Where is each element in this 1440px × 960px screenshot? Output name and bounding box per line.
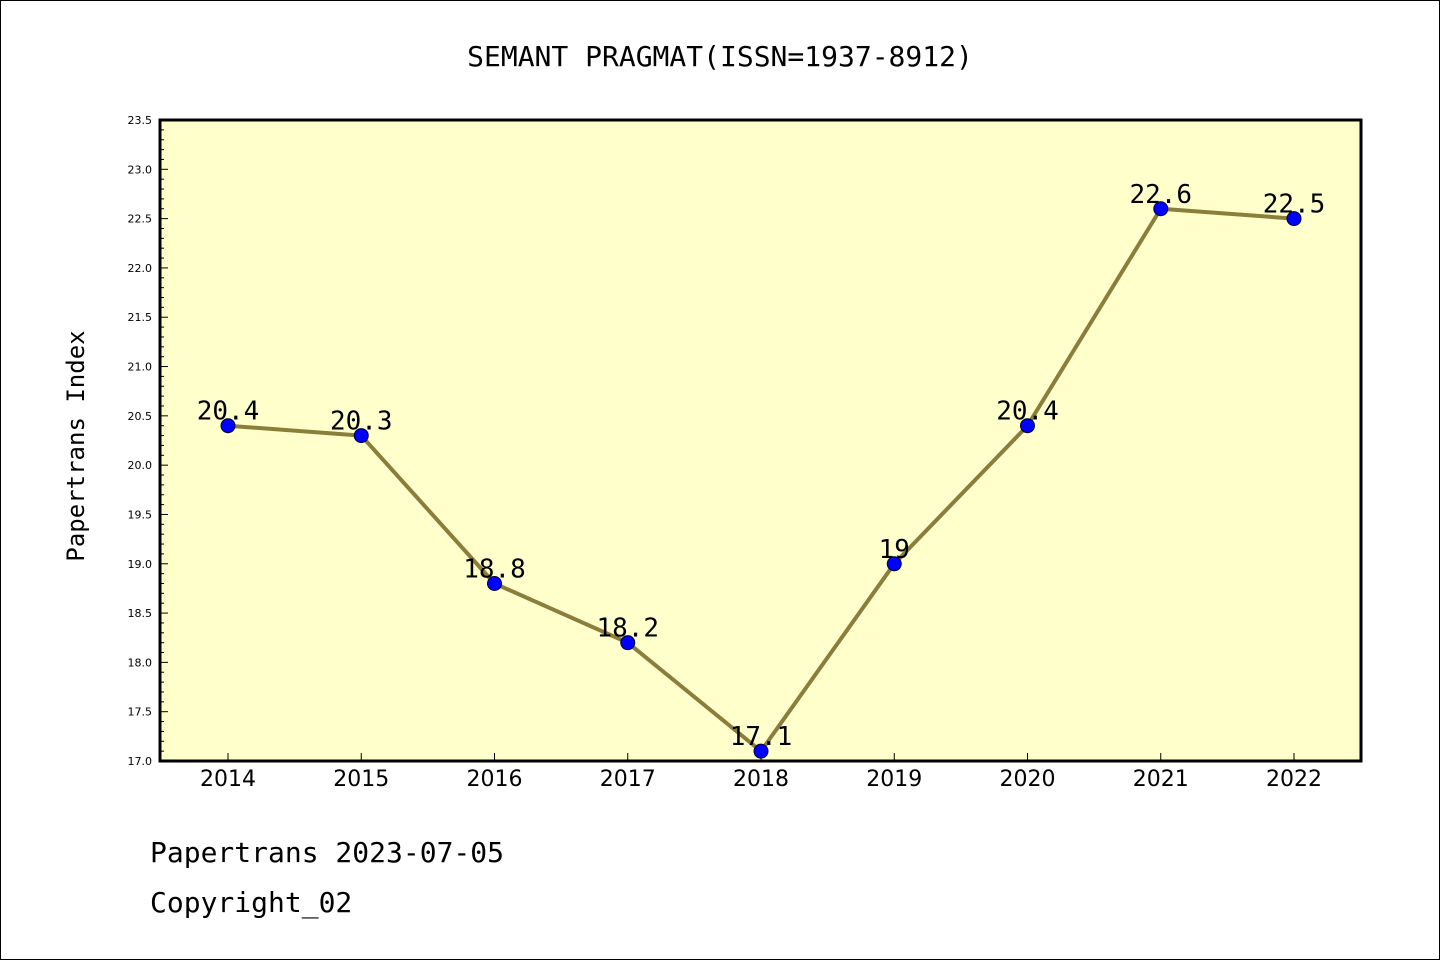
y-tick-label: 23.5 [128, 114, 153, 127]
data-label: 20.3 [330, 407, 393, 437]
data-point [886, 556, 902, 572]
y-tick-label: 18.5 [128, 607, 153, 620]
data-point [1153, 201, 1169, 217]
data-label: 17.1 [730, 722, 793, 752]
y-tick-label: 21.0 [128, 361, 153, 374]
x-axis-ticks: 2014 2015 2016 2017 2018 2019 2020 2021 2022 [200, 753, 1322, 792]
plot-area [158, 118, 1363, 763]
footer-date-text: Papertrans 2023-07-05 [150, 836, 505, 869]
y-tick-label: 19.0 [128, 558, 153, 571]
y-tick-label: 20.5 [128, 410, 153, 423]
data-point [1020, 418, 1035, 434]
x-tick-label: 2017 [600, 767, 656, 792]
data-label: 19 [879, 535, 910, 565]
x-tick-label: 2020 [1000, 767, 1056, 792]
data-label: 20.4 [197, 397, 260, 427]
data-point [220, 418, 236, 434]
y-axis-ticks: 17.0 17.5 18.0 18.5 19.0 19.5 20.0 20.5 21.0 21.5… [128, 114, 168, 768]
y-tick-label: 21.5 [128, 311, 153, 324]
y-tick-label: 18.0 [128, 656, 153, 669]
chart-title: SEMANT PRAGMAT(ISSN=1937-8912) [467, 40, 973, 73]
y-axis-label: Papertrans Index [62, 330, 90, 561]
y-tick-label: 17.5 [128, 706, 153, 719]
data-point [487, 575, 502, 591]
data-label: 18.8 [463, 554, 526, 584]
data-point [620, 635, 636, 651]
y-tick-label: 23.0 [128, 163, 153, 176]
x-tick-label: 2014 [200, 767, 256, 792]
x-tick-label: 2022 [1266, 767, 1322, 792]
footer-copyright-text: Copyright_02 [150, 886, 353, 919]
data-point [753, 743, 769, 759]
data-label: 22.5 [1263, 190, 1326, 220]
x-tick-label: 2016 [467, 767, 523, 792]
data-label: 18.2 [596, 614, 659, 644]
x-tick-label: 2018 [733, 767, 789, 792]
y-tick-label: 22.5 [128, 213, 153, 226]
data-label: 20.4 [996, 397, 1059, 427]
data-point [353, 428, 369, 444]
data-label: 22.6 [1129, 180, 1192, 210]
y-tick-label: 17.0 [128, 755, 153, 768]
series-group: 20.4 20.3 18.8 18.2 17.1 19 20.4 22.6 22.5 [197, 180, 1326, 759]
x-tick-label: 2015 [333, 767, 389, 792]
y-tick-label: 19.5 [128, 508, 153, 521]
y-tick-label: 22.0 [128, 262, 153, 275]
data-point [1286, 211, 1302, 227]
y-tick-label: 20.0 [128, 459, 153, 472]
x-tick-label: 2021 [1133, 767, 1189, 792]
x-tick-label: 2019 [866, 767, 922, 792]
